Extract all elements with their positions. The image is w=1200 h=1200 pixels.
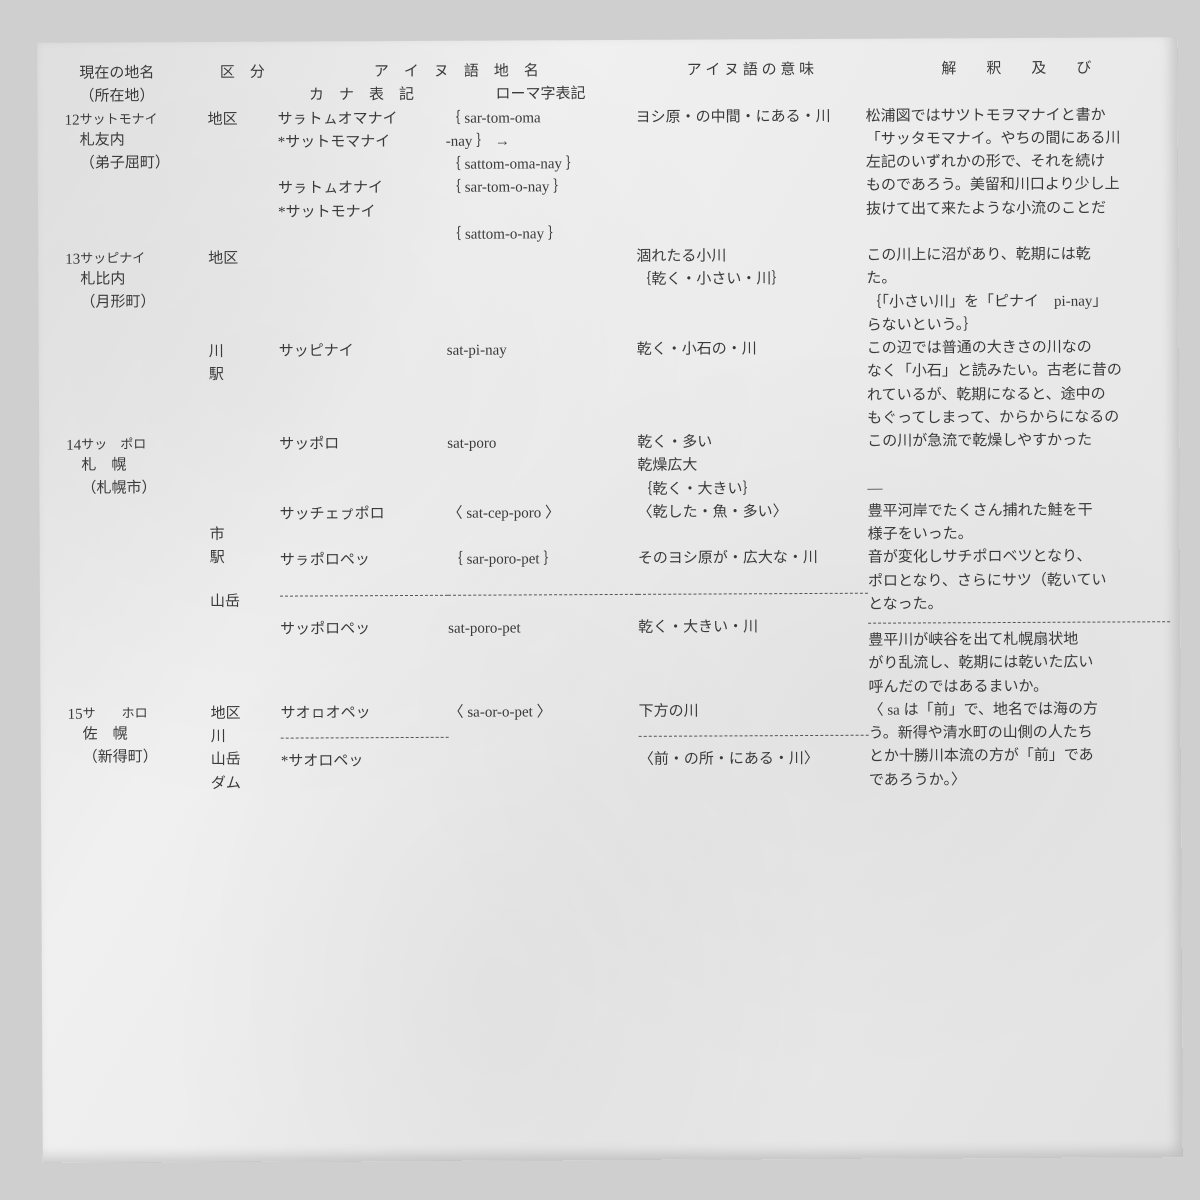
row-15-place: サ ホロ 佐 幌 （新得町） xyxy=(83,703,211,797)
hdr-meaning: ア イ ヌ 語 の 意 味 xyxy=(635,59,865,107)
row-14-kana-d: サッポロペッ xyxy=(280,595,448,641)
row-13-a: 13 サッピナイ 札比内 （月形町） 地区 涸れたる小川 ｛乾く・小さい・川｝ … xyxy=(58,243,1168,342)
row-14-kana-c: サㇻポロペッ xyxy=(280,549,448,596)
row-14-kubun3: 山岳 xyxy=(210,590,280,614)
row-13-place-kana: サッピナイ xyxy=(80,248,208,269)
row-15-num: 15 xyxy=(61,703,83,796)
hdr-blank-num xyxy=(57,63,79,86)
row-12-kubun: 地区 xyxy=(208,108,279,248)
row-13-interp-a: この川上に沼があり、乾期には乾 た。 ｛「小さい川」を「ピナイ pi-nay」 … xyxy=(866,243,1168,338)
row-13-kubun23: 川 駅 xyxy=(209,341,279,434)
row-15-roma: 〈 sa-or-o-pet 〉 xyxy=(449,701,639,795)
row-13-place-loc: （月形町） xyxy=(80,291,208,315)
row-15-place-name: 佐 幌 xyxy=(83,723,211,747)
row-15: 15 サ ホロ 佐 幌 （新得町） 地区 川 山岳 ダム サオㇿオペッ *サオロ… xyxy=(61,698,1171,797)
row-14-place: サッ ポロ 札 幌 （札幌市） xyxy=(81,434,210,703)
row-14-meaning-c: そのヨシ原が・広大な・川 xyxy=(638,547,868,594)
row-15-kubun: 地区 川 山岳 ダム xyxy=(211,702,281,795)
row-15-kana-a: サオㇿオペッ xyxy=(281,702,449,739)
row-13-b: 川 駅 サッピナイ sat-pi-nay 乾く・小石の・川 この辺では普通の大き… xyxy=(59,336,1169,435)
row-14-kana-cd: サㇻポロペッ サッポロペッ xyxy=(280,549,449,702)
row-12-a: 12 サットモナイ 札友内 （弟子屈町） 地区 サㇻトㇺオマナイ *サットモマナ… xyxy=(58,104,1168,179)
row-14-num: 14 xyxy=(59,435,82,704)
hdr-ainu-group: ア イ ヌ 語 地 名 xyxy=(277,60,635,85)
row-14-meaning-a1: 乾く・多い xyxy=(637,431,867,455)
row-14-interp-d: 豊平川が峡谷を出て札幌扇状地 がり乱流し、乾期には乾いた広い 呼んだのではあるま… xyxy=(868,622,1170,699)
row-13-place-name: 札比内 xyxy=(80,268,208,292)
row-13-kana: サッピナイ xyxy=(279,340,447,434)
row-13-kana-blank xyxy=(278,247,446,341)
row-15-interp: 〈 sa は「前」で、地名では海の方 う。新得や清水町の山側の人たち とか十勝川… xyxy=(869,698,1171,793)
row-12-interp: 松浦図ではサツトモヲマナイと書か 「サッタモマナイ。やちの間にある川 左記のいず… xyxy=(866,104,1169,245)
row-14-kubun1: 市 xyxy=(210,524,280,548)
hdr-interp: 解 釈 及 び xyxy=(865,57,1167,105)
hdr-ainu-group-text: ア イ ヌ 語 地 名 xyxy=(374,63,539,80)
row-13-kubun3: 駅 xyxy=(209,364,279,388)
row-14-kubun: 市 駅 山岳 xyxy=(209,434,280,703)
hdr-current-name-top-text: 現在の地名 xyxy=(79,65,154,81)
hdr-kubun: 区 分 xyxy=(207,62,277,109)
row-12-meaning: ヨシ原・の中間・にある・川 xyxy=(636,105,867,246)
row-14-interp-c: 音が変化しサチポロベツとなり、 ポロとなり、さらにサツ（乾いてい となった。 xyxy=(868,545,1170,623)
row-14-roma-b: 〈 sat-cep-poro 〉 xyxy=(448,502,638,549)
ainu-placename-table: 現在の地名 区 分 ア イ ヌ 語 地 名 ア イ ヌ 語 の 意 味 解 釈 … xyxy=(57,57,1171,796)
row-14-interp-cd: 音が変化しサチポロベツとなり、 ポロとなり、さらにサツ（乾いてい となった。 豊… xyxy=(868,545,1171,699)
hdr-kubun-text: 区 分 xyxy=(220,65,265,81)
hdr-kana: カ ナ 表 記 xyxy=(277,84,445,108)
row-12-roma-a: ｛ sar-tom-oma -nay ｝ → ｛ sattom-oma-nay … xyxy=(446,106,636,177)
row-12-place-kana: サットモナイ xyxy=(80,109,208,130)
scanned-page: 現在の地名 区 分 ア イ ヌ 語 地 名 ア イ ヌ 語 の 意 味 解 釈 … xyxy=(37,37,1183,1163)
hdr-roma: ローマ字表記 xyxy=(445,83,635,107)
row-15-place-kana: サ ホロ xyxy=(83,703,211,724)
row-14-place-loc: （札幌市） xyxy=(81,477,209,501)
row-12-place: サットモナイ 札友内 （弟子屈町） xyxy=(80,109,209,249)
row-14-a1: 14 サッ ポロ 札 幌 （札幌市） 市 駅 山岳 サッポロ sat-poro … xyxy=(59,429,1169,458)
row-14-meaning-d: 乾く・大きい・川 xyxy=(638,593,868,639)
row-13-num: 13 xyxy=(58,249,81,435)
row-14-roma-c: ｛ sar-poro-pet ｝ xyxy=(448,548,638,595)
header-row-1: 現在の地名 区 分 ア イ ヌ 語 地 名 ア イ ヌ 語 の 意 味 解 釈 … xyxy=(57,57,1167,86)
row-14-interp-b: 豊平河岸でたくさん捕れた鮭を干 様子をいった。 xyxy=(868,499,1170,547)
row-13-place: サッピナイ 札比内 （月形町） xyxy=(80,248,209,435)
hdr-kana-text: カ ナ 表 記 xyxy=(309,87,414,104)
row-12-kana-b: サㇻトㇺオナイ *サットモナイ xyxy=(278,177,446,248)
row-14-place-kana: サッ ポロ xyxy=(81,434,209,455)
row-15-meaning: 下方の川 〈前・の所・にある・川〉 xyxy=(639,699,869,793)
row-14-roma-cd: ｛ sar-poro-pet ｝ sat-poro-pet xyxy=(448,548,639,701)
row-14-meaning-cd: そのヨシ原が・広大な・川 乾く・大きい・川 xyxy=(638,547,869,701)
row-15-meaning-a: 下方の川 xyxy=(639,699,869,736)
row-13-kubun2: 川 xyxy=(209,341,279,365)
row-15-meaning-b: 〈前・の所・にある・川〉 xyxy=(639,736,869,772)
row-14-kubun2: 駅 xyxy=(210,547,280,571)
row-13-kubun1: 地区 xyxy=(208,248,278,341)
row-12-roma-b: ｛ sar-tom-o-nay ｝ ｛ sattom-o-nay ｝ xyxy=(446,176,636,247)
row-14-kana-b: サッチェㇷ゚ポロ xyxy=(280,503,448,550)
row-14-interp-a: この川が急流で乾燥しやすかった — xyxy=(867,429,1169,500)
row-15-kana: サオㇿオペッ *サオロペッ xyxy=(281,702,449,796)
row-13-meaning-b: 乾く・小石の・川 xyxy=(637,338,867,432)
row-12-kana-a: サㇻトㇺオマナイ *サットモマナイ xyxy=(278,107,446,178)
row-12-place-name: 札友内 xyxy=(80,129,208,153)
row-13-meaning-a: 涸れたる小川 ｛乾く・小さい・川｝ xyxy=(636,245,866,339)
row-12-num: 12 xyxy=(58,109,81,249)
row-14-meaning-a2: 乾燥広大 ｛乾く・大きい｝ xyxy=(637,454,867,502)
row-15-kana-b: *サオロペッ xyxy=(281,738,449,774)
row-13-interp-b: この辺では普通の大きさの川なの なく「小石」と読みたい。古老に昔の れているが、… xyxy=(867,336,1169,431)
row-14-meaning-b: 〈乾した・魚・多い〉 xyxy=(638,500,868,548)
hdr-current-name-bottom: （所在地） xyxy=(79,85,207,109)
row-14-roma-d: sat-poro-pet xyxy=(448,594,638,640)
row-14-roma-a: sat-poro xyxy=(447,432,637,503)
hdr-interp-text: 解 釈 及 び xyxy=(941,61,1091,78)
hdr-roma-text: ローマ字表記 xyxy=(495,86,585,102)
row-12-place-loc: （弟子屈町） xyxy=(80,152,208,176)
row-15-place-loc: （新得町） xyxy=(83,746,211,770)
hdr-blank-num2 xyxy=(57,86,79,109)
row-14-kana-a: サッポロ xyxy=(279,433,447,504)
hdr-meaning-text: ア イ ヌ 語 の 意 味 xyxy=(687,62,815,79)
row-14-place-name: 札 幌 xyxy=(81,454,209,478)
row-13-roma: sat-pi-nay xyxy=(447,339,637,433)
hdr-current-name-bottom-text: （所在地） xyxy=(79,89,154,105)
hdr-current-name: 現在の地名 xyxy=(79,62,207,86)
row-13-roma-blank xyxy=(446,246,636,340)
